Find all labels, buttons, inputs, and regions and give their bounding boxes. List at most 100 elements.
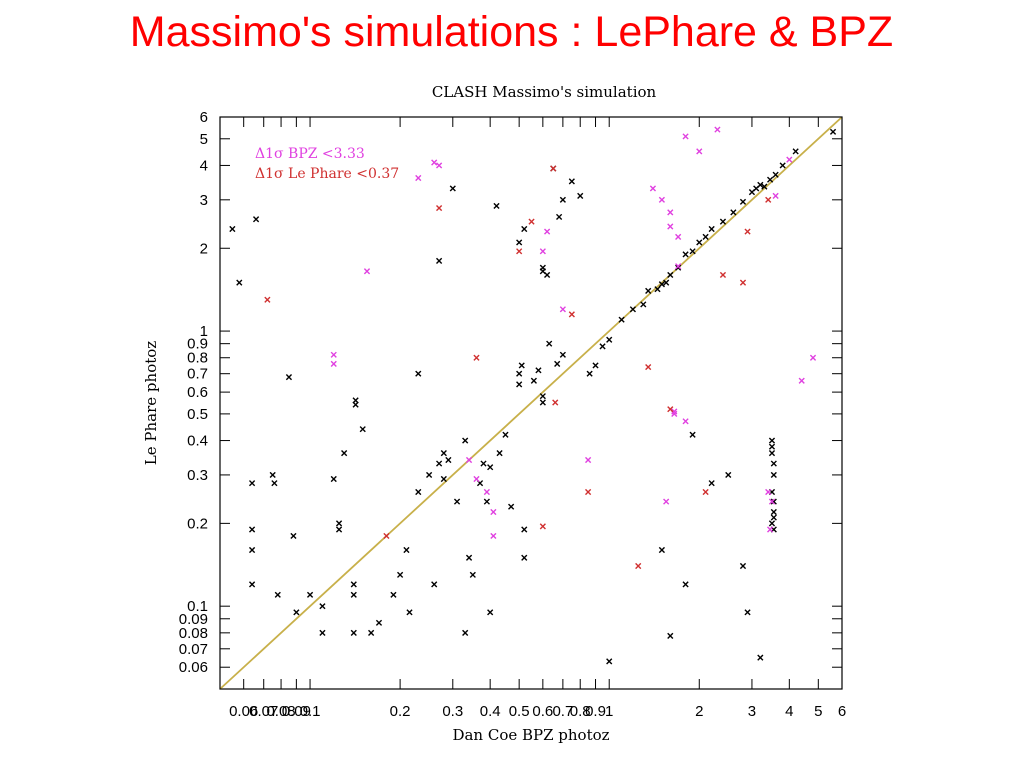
data-point-lephare-outlier (550, 165, 557, 172)
chart-legend: Δ1σ BPZ <3.33 Δ1σ Le Phare <0.37 (255, 146, 399, 182)
data-point (708, 225, 715, 233)
data-point (654, 286, 661, 293)
data-point (689, 431, 696, 438)
data-point (269, 471, 276, 479)
y-tick-label: 2 (200, 240, 208, 257)
data-point (730, 209, 737, 216)
data-point-lephare-outlier (473, 354, 480, 361)
data-point (480, 460, 487, 467)
data-point (293, 609, 300, 616)
chart-title: CLASH Massimo's simulation (432, 83, 657, 101)
data-point-lephare-outlier (744, 228, 751, 235)
data-point (487, 609, 494, 616)
identity-reference-line (219, 116, 843, 690)
x-tick-label: 0.1 (300, 703, 321, 720)
data-point (285, 374, 293, 381)
data-point (554, 360, 561, 367)
axis-ticks (219, 116, 843, 690)
data-point-bpz-outlier (559, 306, 566, 313)
data-point (469, 571, 476, 578)
x-axis-label: Dan Coe BPZ photoz (452, 726, 609, 744)
data-point (770, 460, 777, 467)
data-point (436, 460, 443, 467)
data-point-bpz-outlier (473, 475, 480, 483)
data-point (436, 257, 443, 264)
data-point (319, 629, 326, 636)
data-point (483, 498, 490, 505)
data-point-bpz-outlier (415, 174, 422, 182)
data-point (770, 498, 777, 505)
data-point-bpz-outlier (772, 192, 779, 199)
x-tick-label: 0.6 (532, 703, 553, 720)
data-point-lephare-outlier (436, 204, 443, 212)
x-tick-label: 0.9 (585, 703, 606, 720)
data-point-bpz-outlier (585, 456, 592, 464)
data-point (792, 148, 799, 155)
data-point (465, 554, 473, 561)
data-point-bpz-outlier (667, 223, 674, 230)
data-point (487, 464, 494, 471)
data-point (618, 316, 625, 323)
x-tick-label: 5 (814, 703, 822, 720)
data-point-bpz-outlier (330, 351, 337, 358)
x-tick-label: 0.7 (552, 703, 573, 720)
data-point (770, 508, 777, 516)
data-point (770, 514, 777, 521)
data-point-bpz-outlier (675, 233, 682, 240)
data-point (767, 176, 774, 183)
data-point (415, 370, 422, 377)
data-point-bpz-outlier (490, 532, 497, 540)
data-point (390, 591, 397, 598)
data-point-lephare-outlier (635, 562, 642, 570)
data-point (236, 279, 243, 286)
data-point (229, 225, 236, 233)
data-point-bpz-outlier (682, 418, 689, 425)
data-point (274, 591, 281, 598)
data-point-lephare-outlier (702, 488, 709, 496)
data-point-lephare-outlier (739, 279, 747, 286)
data-point-bpz-outlier (539, 248, 546, 255)
data-point (306, 591, 314, 598)
y-tick-label: 0.6 (187, 384, 208, 401)
data-point-lephare-outlier (645, 363, 652, 371)
data-point (290, 532, 297, 540)
data-point (559, 351, 566, 358)
data-point (658, 546, 665, 554)
data-point (440, 475, 447, 483)
y-tick-label: 1 (200, 323, 208, 340)
data-point-bpz-outlier (675, 263, 682, 270)
y-tick-label: 0.9 (187, 336, 208, 353)
x-tick-label: 6 (838, 703, 846, 720)
data-point (248, 480, 256, 487)
legend-entry-bpz: Δ1σ BPZ <3.33 (255, 146, 365, 162)
data-point (708, 480, 715, 487)
data-point (539, 393, 546, 400)
data-point (493, 202, 500, 210)
data-point (440, 450, 447, 457)
data-point-lephare-outlier (264, 296, 271, 303)
data-point (516, 370, 523, 377)
data-point-bpz-outlier (809, 354, 817, 361)
x-tick-label: 3 (748, 703, 756, 720)
data-point-lephare-outlier (539, 523, 546, 530)
data-point (667, 271, 674, 279)
y-tick-label: 0.1 (187, 598, 208, 615)
data-point (397, 571, 404, 578)
data-point-bpz-outlier (483, 488, 490, 496)
x-tick-label: 0.2 (390, 703, 411, 720)
data-point (248, 581, 256, 588)
data-point (508, 503, 515, 510)
data-point (516, 239, 523, 246)
data-point (330, 475, 337, 483)
data-point (248, 546, 256, 554)
data-point-lephare-outlier (585, 488, 592, 496)
x-tick-label: 0.08 (266, 703, 295, 720)
data-point-lephare-outlier (765, 196, 772, 203)
data-point (739, 198, 747, 205)
data-point-lephare-outlier (383, 532, 390, 540)
slide-title: Massimo's simulations : LePhare & BPZ (129, 8, 894, 56)
y-tick-label: 0.2 (187, 515, 208, 532)
data-markers (229, 126, 837, 665)
data-point (252, 216, 260, 223)
data-point-bpz-outlier (682, 133, 689, 140)
